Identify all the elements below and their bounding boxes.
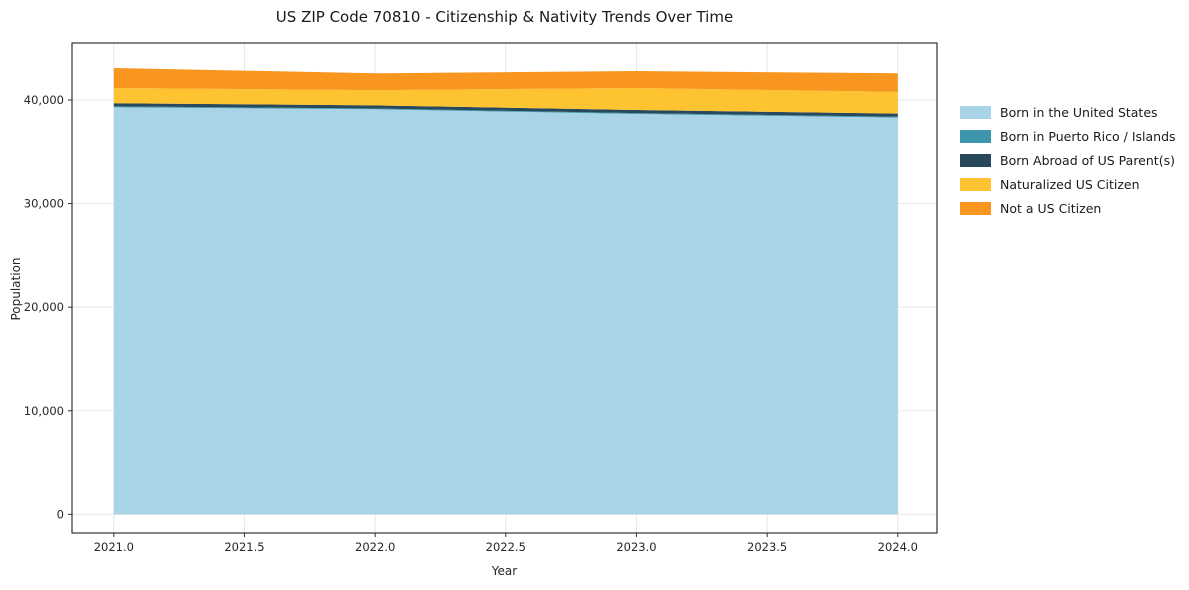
legend-label: Born in the United States	[1000, 104, 1158, 120]
legend-swatch	[960, 177, 991, 191]
plot-border	[71, 42, 938, 534]
y-tick-label: 20,000	[24, 300, 64, 314]
chart-legend: Born in the United States Born in Puerto …	[960, 100, 1176, 220]
x-tick-label: 2021.0	[94, 540, 134, 554]
y-axis-label: Population	[9, 257, 23, 321]
x-axis-label: Year	[491, 564, 518, 578]
y-tick-label: 10,000	[24, 404, 64, 418]
legend-item: Born Abroad of US Parent(s)	[960, 148, 1176, 172]
area-series	[113, 67, 898, 92]
legend-label: Naturalized US Citizen	[1000, 176, 1140, 192]
area-series	[113, 106, 898, 118]
legend-label: Born Abroad of US Parent(s)	[1000, 152, 1175, 168]
legend-item: Naturalized US Citizen	[960, 172, 1176, 196]
area-series	[113, 107, 898, 515]
x-tick-label: 2023.5	[747, 540, 787, 554]
x-tick-label: 2023.0	[616, 540, 656, 554]
legend-item: Born in Puerto Rico / Islands	[960, 124, 1176, 148]
legend-item: Not a US Citizen	[960, 196, 1176, 220]
x-tick-label: 2022.5	[486, 540, 526, 554]
y-tick-label: 0	[57, 507, 64, 521]
legend-label: Born in Puerto Rico / Islands	[1000, 128, 1176, 144]
area-series	[113, 103, 898, 117]
legend-swatch	[960, 129, 991, 143]
legend-item: Born in the United States	[960, 100, 1176, 124]
x-tick-label: 2022.0	[355, 540, 395, 554]
y-tick-label: 30,000	[24, 197, 64, 211]
area-series	[113, 87, 898, 114]
legend-swatch	[960, 105, 991, 119]
legend-swatch	[960, 153, 991, 167]
legend-swatch	[960, 201, 991, 215]
x-tick-label: 2021.5	[224, 540, 264, 554]
legend-label: Not a US Citizen	[1000, 200, 1102, 216]
x-tick-label: 2024.0	[878, 540, 918, 554]
y-tick-label: 40,000	[24, 93, 64, 107]
chart-title: US ZIP Code 70810 - Citizenship & Nativi…	[275, 8, 734, 26]
